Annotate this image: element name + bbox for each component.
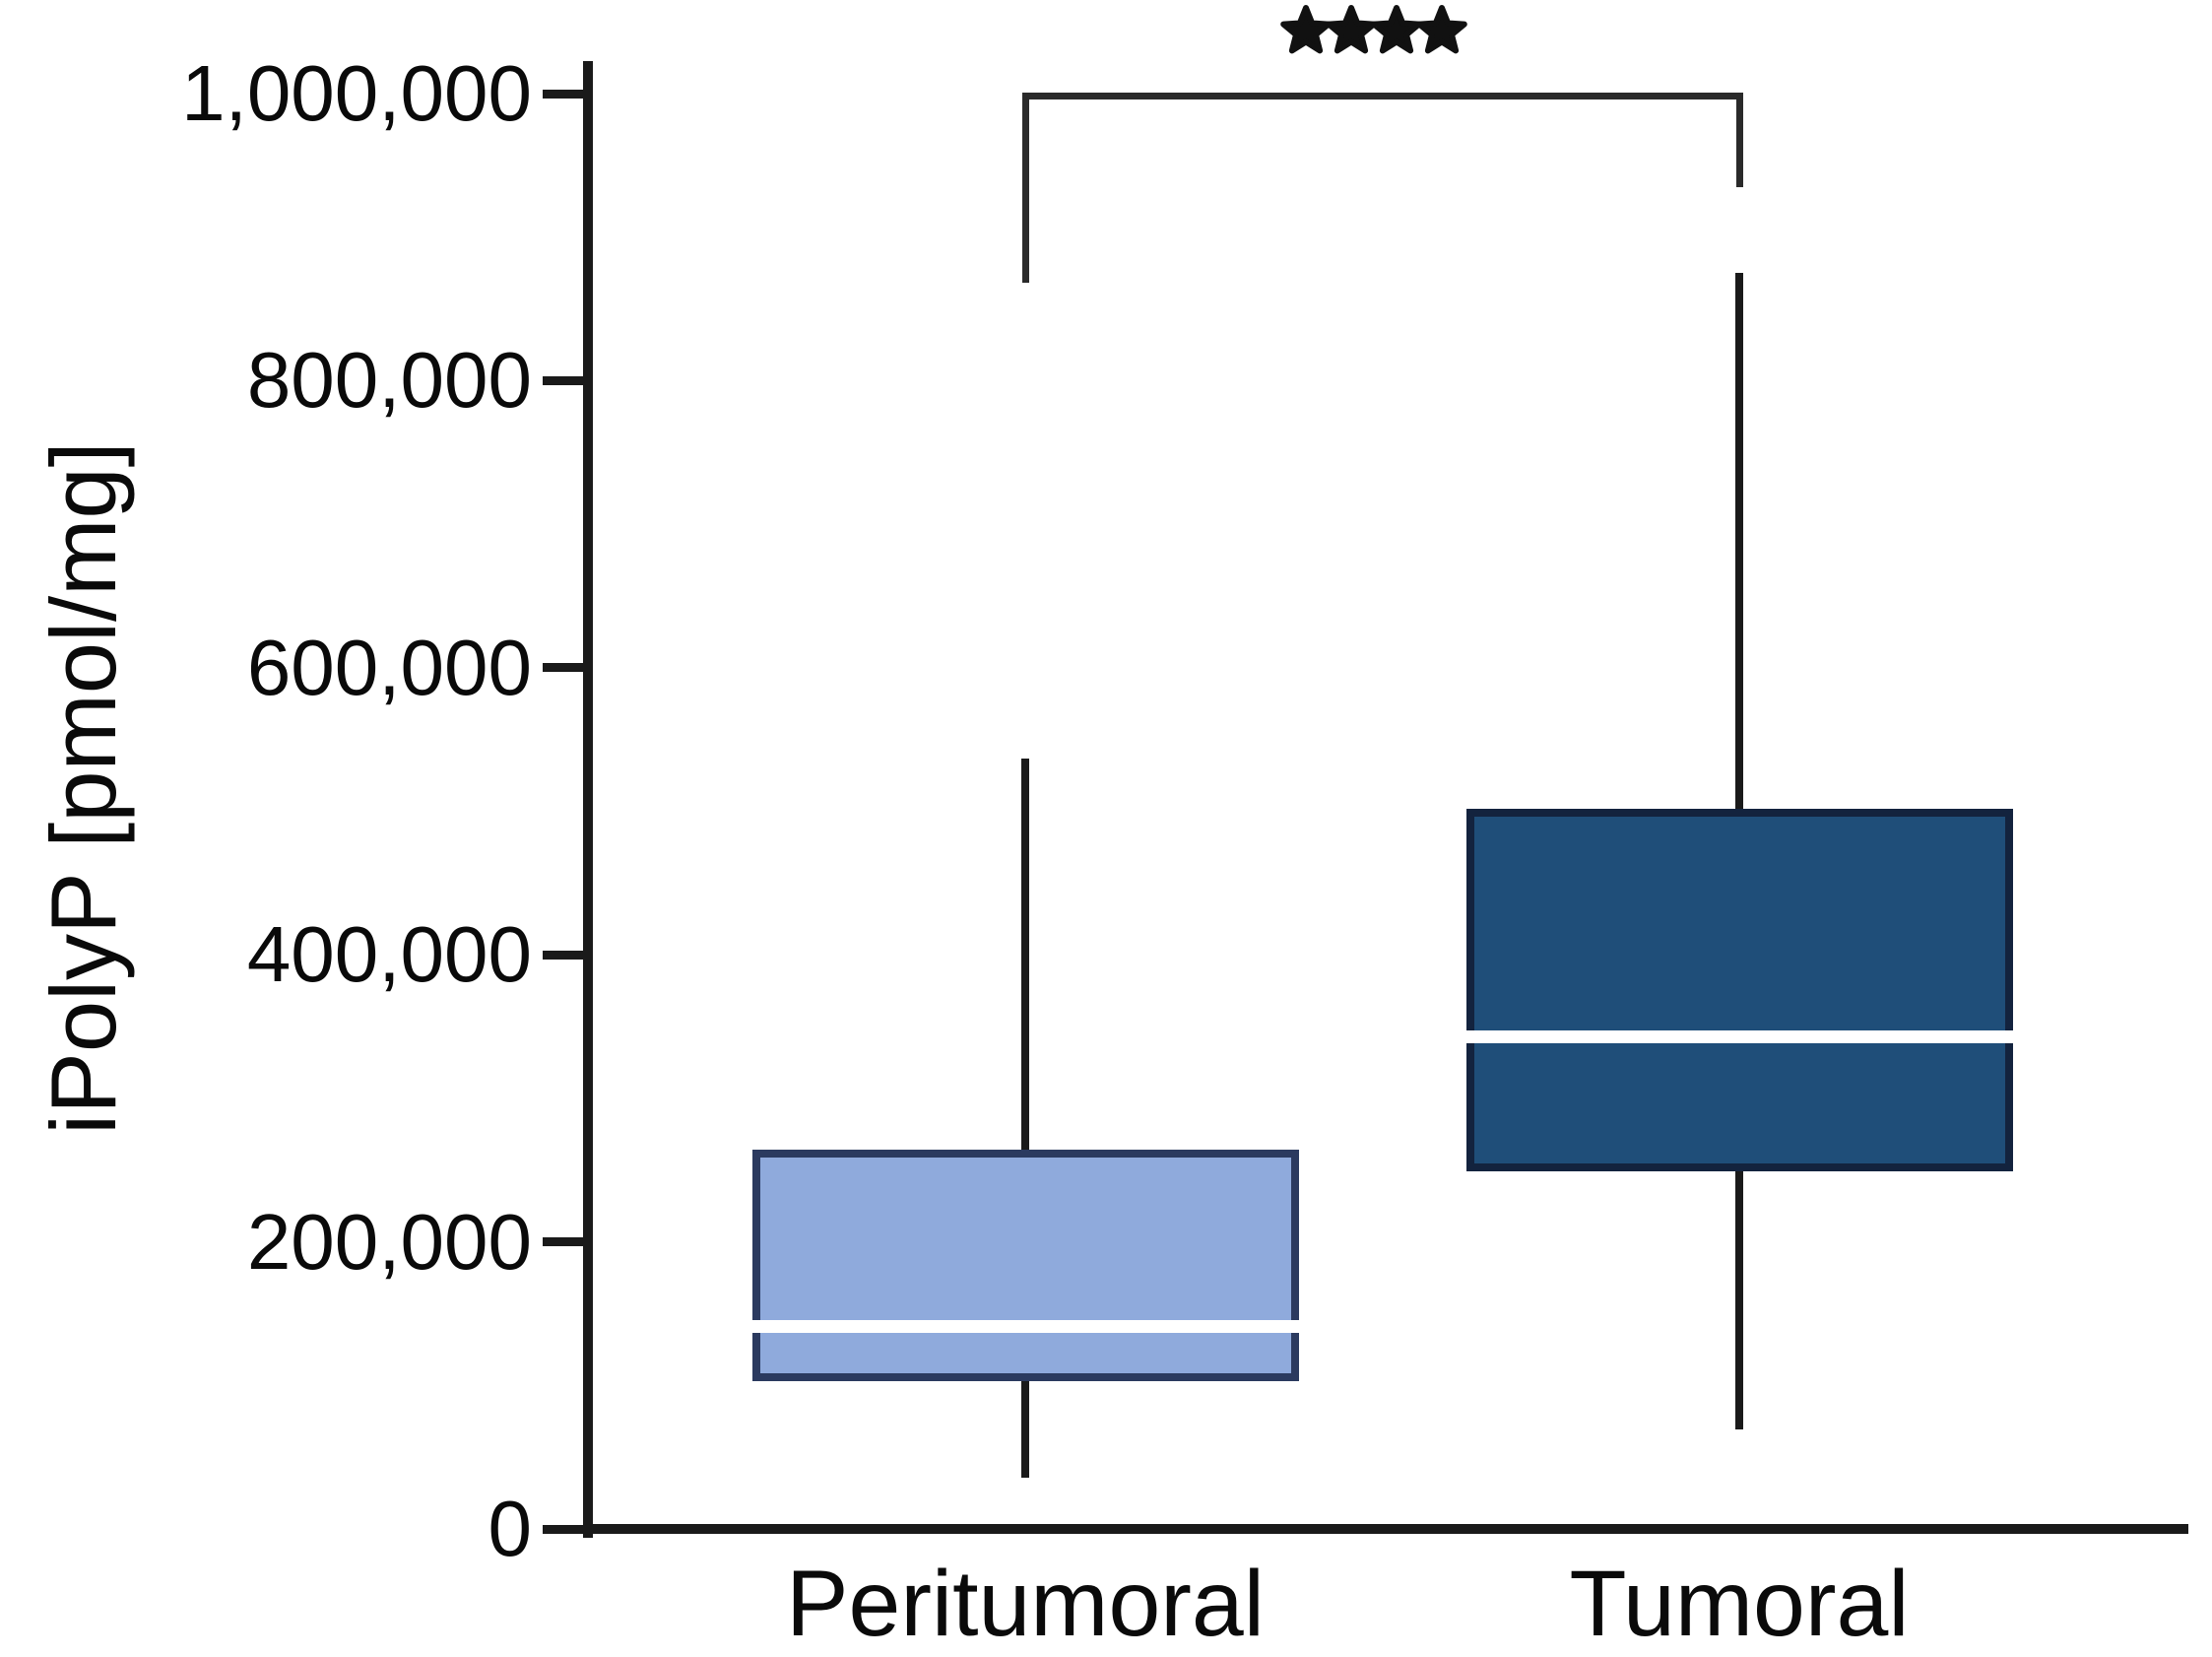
box-tumoral (1465, 808, 2013, 1172)
y-tick-mark (543, 950, 588, 960)
whisker-upper-tumoral (1735, 273, 1743, 813)
y-axis-line (583, 61, 593, 1538)
y-tick-label: 0 (488, 1485, 533, 1572)
x-axis-line (583, 1524, 2188, 1534)
significance-bracket-bar (1021, 93, 1743, 100)
x-category-label-peritumoral: Peritumoral (786, 1552, 1265, 1656)
median-line-tumoral (1465, 1029, 2013, 1043)
y-tick-label: 800,000 (246, 336, 532, 425)
median-line-peritumoral (751, 1320, 1299, 1334)
y-tick-label: 1,000,000 (181, 49, 532, 137)
y-tick-mark (543, 375, 588, 385)
y-tick-mark (543, 1524, 588, 1534)
y-tick-label: 200,000 (246, 1197, 532, 1286)
whisker-upper-peritumoral (1021, 758, 1029, 1155)
x-category-label-tumoral: Tumoral (1569, 1552, 1910, 1656)
y-tick-label: 600,000 (246, 623, 532, 711)
box-peritumoral (751, 1150, 1299, 1381)
significance-bracket-left-arm (1021, 96, 1029, 284)
significance-bracket-right-arm (1735, 96, 1743, 187)
y-tick-mark (543, 89, 588, 99)
y-tick-label: 400,000 (246, 910, 532, 999)
y-tick-mark (543, 663, 588, 673)
asterisk-star (1370, 4, 1422, 54)
whisker-lower-peritumoral (1021, 1376, 1029, 1478)
asterisk-star (1279, 4, 1332, 54)
significance-asterisks (1279, 4, 1467, 54)
whisker-lower-tumoral (1735, 1167, 1743, 1430)
asterisk-star (1325, 4, 1377, 54)
asterisk-star (1415, 4, 1467, 54)
y-tick-mark (543, 1237, 588, 1247)
